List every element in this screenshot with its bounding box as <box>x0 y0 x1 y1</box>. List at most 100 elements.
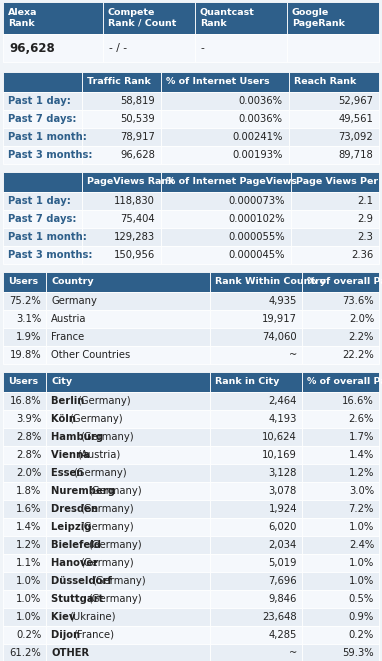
Text: 4,193: 4,193 <box>269 414 297 424</box>
Text: Köln: Köln <box>51 414 79 424</box>
Bar <box>46 644 210 661</box>
Bar <box>3 535 46 554</box>
Text: 1,924: 1,924 <box>269 504 297 514</box>
Bar <box>302 590 379 607</box>
Text: Rank Within Country: Rank Within Country <box>215 277 326 286</box>
Text: 7,696: 7,696 <box>268 576 297 586</box>
Bar <box>210 272 302 292</box>
Text: 59.3%: 59.3% <box>342 648 374 658</box>
Bar <box>3 518 46 535</box>
Text: -: - <box>201 43 205 53</box>
Bar <box>195 34 287 62</box>
Text: 1.0%: 1.0% <box>349 576 374 586</box>
Text: 2.1: 2.1 <box>357 196 373 206</box>
Bar <box>289 71 379 92</box>
Text: Country: Country <box>51 277 94 286</box>
Text: Dresden: Dresden <box>51 504 102 514</box>
Text: 23,648: 23,648 <box>262 611 297 621</box>
Bar <box>3 2 103 34</box>
Bar <box>3 292 46 309</box>
Text: % of Internet PageViews: % of Internet PageViews <box>166 177 297 186</box>
Text: 75,404: 75,404 <box>120 214 155 223</box>
Text: Leipzig: Leipzig <box>51 522 95 531</box>
Text: Quantcast
Rank: Quantcast Rank <box>200 9 255 28</box>
Text: % of overall PageViews: % of overall PageViews <box>307 377 382 386</box>
Text: 1.0%: 1.0% <box>16 576 41 586</box>
Bar <box>302 428 379 446</box>
Text: 0.9%: 0.9% <box>349 611 374 621</box>
Bar <box>3 34 103 62</box>
Bar <box>302 410 379 428</box>
Bar <box>82 71 161 92</box>
Bar <box>82 92 161 110</box>
Text: Kiev: Kiev <box>51 611 79 621</box>
Bar <box>3 110 82 128</box>
Bar <box>289 92 379 110</box>
Bar <box>3 500 46 518</box>
Text: (Germany): (Germany) <box>69 414 123 424</box>
Bar <box>3 145 82 164</box>
Bar <box>46 482 210 500</box>
Text: 73,092: 73,092 <box>338 132 373 141</box>
Bar <box>210 371 302 391</box>
Text: 1.9%: 1.9% <box>16 332 41 342</box>
Bar <box>210 607 302 625</box>
Bar <box>3 346 46 364</box>
Bar <box>210 410 302 428</box>
Bar <box>82 210 161 227</box>
Text: 0.00241%: 0.00241% <box>232 132 283 141</box>
Bar <box>82 172 161 192</box>
Text: (Austria): (Austria) <box>77 449 120 459</box>
Text: 0.000073%: 0.000073% <box>228 196 285 206</box>
Text: 9,846: 9,846 <box>269 594 297 603</box>
Bar <box>3 328 46 346</box>
Text: Hanover: Hanover <box>51 558 102 568</box>
Text: 2.9: 2.9 <box>357 214 373 223</box>
Bar <box>3 371 46 391</box>
Text: 0.5%: 0.5% <box>349 594 374 603</box>
Bar <box>46 428 210 446</box>
Text: 10,169: 10,169 <box>262 449 297 459</box>
Bar <box>82 128 161 145</box>
Text: % of overall PageViews: % of overall PageViews <box>307 277 382 286</box>
Text: PageViews Rank: PageViews Rank <box>87 177 175 186</box>
Text: (Germany): (Germany) <box>73 467 126 478</box>
Bar <box>289 145 379 164</box>
Text: (Germany): (Germany) <box>81 504 134 514</box>
Bar <box>302 607 379 625</box>
Text: Stuttgart: Stuttgart <box>51 594 107 603</box>
Bar <box>302 446 379 463</box>
Text: France: France <box>51 332 84 342</box>
Bar <box>210 446 302 463</box>
Bar <box>302 644 379 661</box>
Text: 0.00193%: 0.00193% <box>232 149 283 159</box>
Bar <box>161 110 289 128</box>
Bar <box>3 309 46 328</box>
Bar <box>3 71 82 92</box>
Bar <box>3 128 82 145</box>
Bar <box>289 128 379 145</box>
Bar <box>302 328 379 346</box>
Text: 49,561: 49,561 <box>338 114 373 124</box>
Bar <box>161 246 291 264</box>
Text: 2.0%: 2.0% <box>349 313 374 324</box>
Bar <box>161 227 291 246</box>
Text: 50,539: 50,539 <box>120 114 155 124</box>
Bar <box>3 172 82 192</box>
Text: 89,718: 89,718 <box>338 149 373 159</box>
Text: Past 1 month:: Past 1 month: <box>8 231 87 242</box>
Text: Austria: Austria <box>51 313 87 324</box>
Text: 10,624: 10,624 <box>262 432 297 442</box>
Text: 2,464: 2,464 <box>269 395 297 406</box>
Bar <box>3 92 82 110</box>
Text: 2.4%: 2.4% <box>349 539 374 549</box>
Bar <box>302 535 379 554</box>
Text: 0.0036%: 0.0036% <box>239 114 283 124</box>
Text: 2.0%: 2.0% <box>16 467 41 478</box>
Text: 0.2%: 0.2% <box>16 629 41 640</box>
Text: 96,628: 96,628 <box>9 42 55 54</box>
Bar <box>302 463 379 482</box>
Bar <box>302 482 379 500</box>
Text: Past 7 days:: Past 7 days: <box>8 214 76 223</box>
Text: ~: ~ <box>289 350 297 360</box>
